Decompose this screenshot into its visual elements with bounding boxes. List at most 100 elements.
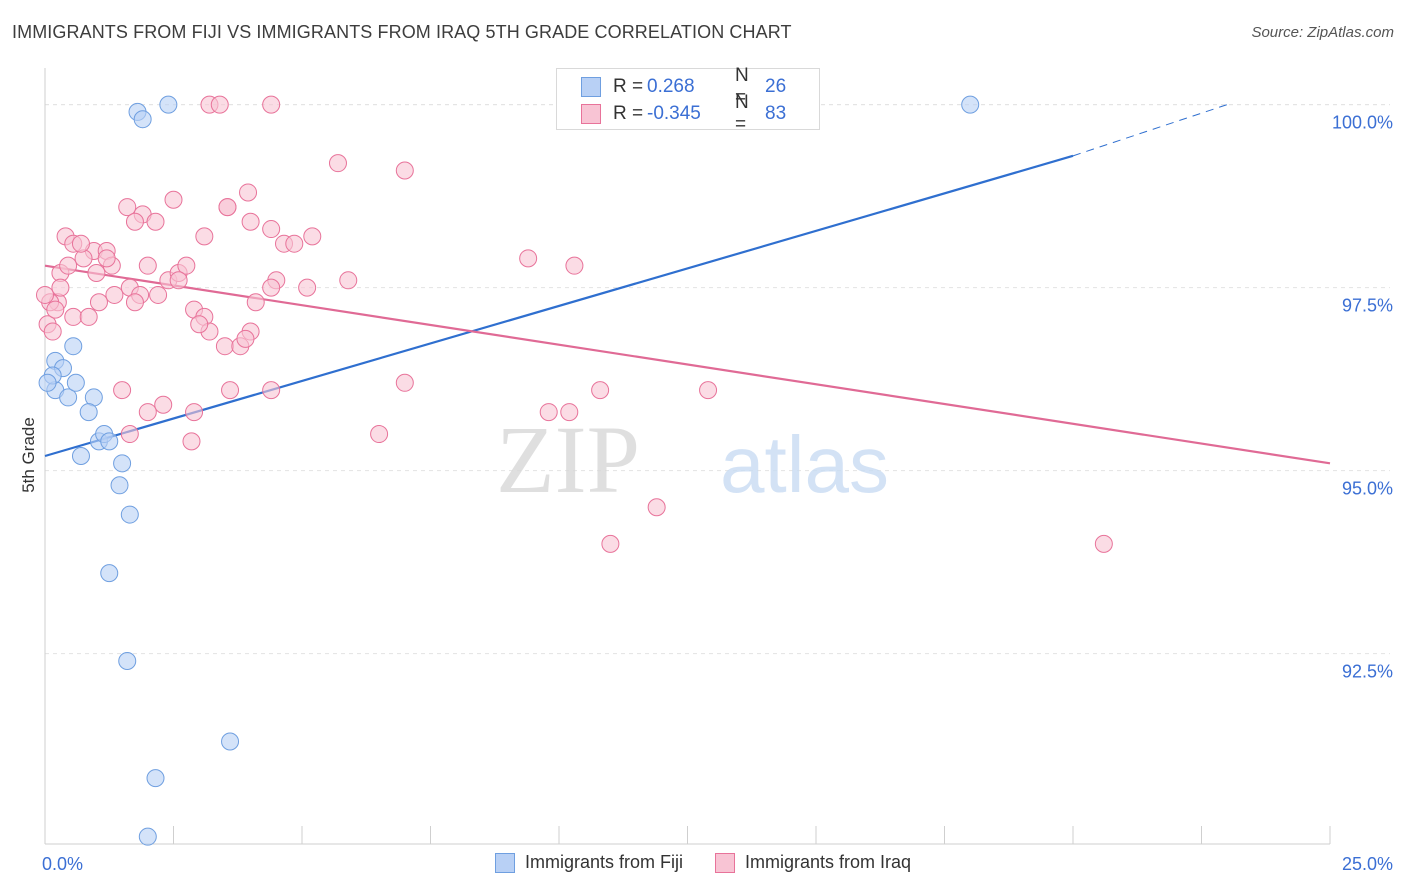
- iraq-trend-line: [44, 264, 1331, 465]
- data-points: [36, 95, 1113, 846]
- iraq-point: [246, 293, 265, 312]
- fiji-point: [120, 505, 139, 524]
- iraq-point: [1094, 534, 1113, 553]
- iraq-point: [239, 183, 258, 202]
- iraq-point: [138, 256, 157, 275]
- chart-title: IMMIGRANTS FROM FIJI VS IMMIGRANTS FROM …: [12, 22, 792, 42]
- tick-labels: 92.5% 95.0% 97.5% 100.0% 0.0% 25.0%: [42, 113, 1393, 874]
- series-legend: Immigrants from Fiji Immigrants from Ira…: [0, 852, 1406, 873]
- iraq-point: [177, 256, 196, 275]
- iraq-point: [539, 403, 558, 422]
- fiji-n-label: N =: [735, 65, 749, 108]
- iraq-point: [97, 249, 116, 268]
- fiji-point: [133, 110, 152, 129]
- iraq-point: [51, 278, 70, 297]
- fiji-point: [100, 564, 119, 583]
- iraq-point: [125, 212, 144, 231]
- iraq-point: [303, 227, 322, 246]
- fiji-point: [961, 95, 980, 114]
- x-tick-label-min: 0.0%: [42, 854, 83, 874]
- iraq-point: [138, 403, 157, 422]
- iraq-point: [560, 403, 579, 422]
- fiji-r-label: R =: [613, 76, 644, 97]
- iraq-point: [370, 425, 389, 444]
- watermark-atlas: atlas: [720, 420, 889, 509]
- iraq-point: [218, 198, 237, 217]
- fiji-point: [79, 403, 98, 422]
- iraq-point: [185, 403, 204, 422]
- x-tick-label-max: 25.0%: [1342, 854, 1393, 874]
- iraq-point: [298, 278, 317, 297]
- iraq-point: [71, 234, 90, 253]
- fiji-point: [59, 388, 78, 407]
- iraq-point: [262, 220, 281, 239]
- iraq-point: [328, 154, 347, 173]
- iraq-point: [241, 212, 260, 231]
- iraq-swatch: [581, 104, 601, 124]
- iraq-point: [59, 256, 78, 275]
- trend-lines: [44, 104, 1331, 465]
- iraq-point: [262, 95, 281, 114]
- iraq-r-value: -0.345: [647, 103, 701, 124]
- legend-row-iraq: R = -0.345 N = 83: [581, 92, 787, 135]
- fiji-point: [146, 769, 165, 788]
- iraq-point: [46, 300, 65, 319]
- iraq-point: [395, 161, 414, 180]
- iraq-point: [146, 212, 165, 231]
- iraq-r-label: R =: [613, 103, 644, 124]
- fiji-point: [118, 651, 137, 670]
- fiji-swatch: [581, 77, 601, 97]
- iraq-point: [215, 337, 234, 356]
- iraq-point: [43, 322, 62, 341]
- fiji-point: [113, 454, 132, 473]
- iraq-legend-label: Immigrants from Iraq: [744, 852, 912, 872]
- fiji-point: [110, 476, 129, 495]
- iraq-point: [236, 329, 255, 348]
- correlation-legend: R = 0.268 N = 26 R = -0.345 N = 83: [556, 65, 820, 135]
- iraq-point: [221, 381, 240, 400]
- fiji-point: [221, 732, 240, 751]
- iraq-point: [591, 381, 610, 400]
- iraq-point: [64, 307, 83, 326]
- iraq-point: [164, 190, 183, 209]
- fiji-point: [66, 373, 85, 392]
- iraq-n-value: 83: [765, 103, 787, 124]
- watermark-zip: ZIP: [496, 406, 640, 513]
- fiji-r-value: 0.268: [647, 76, 695, 97]
- fiji-point: [71, 447, 90, 465]
- iraq-legend-swatch: [714, 852, 735, 873]
- iraq-point: [262, 381, 281, 400]
- iraq-point: [262, 278, 281, 297]
- iraq-point: [79, 307, 98, 326]
- watermark: ZIP atlas: [496, 406, 889, 513]
- iraq-point: [118, 198, 137, 217]
- fiji-point: [64, 337, 83, 356]
- iraq-point: [120, 425, 139, 444]
- iraq-point: [154, 395, 173, 414]
- iraq-point: [190, 315, 209, 334]
- fiji-legend-label: Immigrants from Fiji: [524, 852, 683, 872]
- iraq-point: [647, 498, 666, 517]
- fiji-point: [138, 827, 157, 846]
- fiji-point: [38, 373, 57, 392]
- iraq-point: [149, 285, 168, 304]
- legend-item-fiji[interactable]: Immigrants from Fiji: [494, 852, 683, 873]
- iraq-point: [395, 373, 414, 392]
- fiji-trend-line: [44, 154, 1074, 458]
- y-tick-label: 100.0%: [1332, 113, 1393, 133]
- iraq-point: [285, 234, 304, 253]
- iraq-point: [699, 381, 718, 400]
- iraq-point: [113, 381, 132, 400]
- axes: [44, 68, 1331, 845]
- iraq-point: [36, 285, 54, 304]
- iraq-point: [182, 432, 201, 451]
- legend-item-iraq[interactable]: Immigrants from Iraq: [714, 852, 912, 873]
- iraq-point: [89, 293, 108, 312]
- legend-row-fiji: R = 0.268 N = 26: [581, 65, 786, 108]
- iraq-point: [565, 256, 584, 275]
- source-label: Source: ZipAtlas.com: [1251, 24, 1394, 41]
- y-tick-label: 95.0%: [1342, 479, 1393, 499]
- iraq-point: [339, 271, 358, 290]
- fiji-point: [100, 432, 119, 451]
